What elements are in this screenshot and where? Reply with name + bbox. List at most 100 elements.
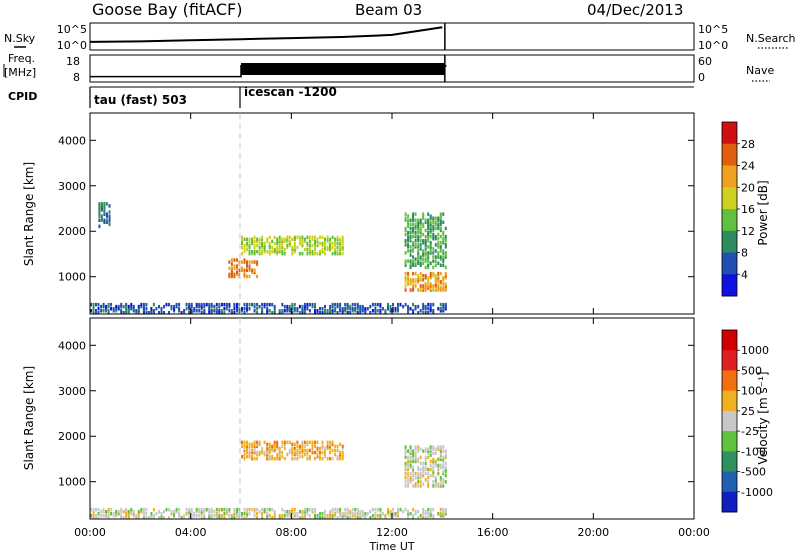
echo-cell	[92, 311, 95, 315]
echo-cell	[339, 512, 342, 516]
echo-cell	[98, 224, 101, 229]
echo-cell	[215, 514, 218, 518]
echo-cell	[132, 304, 135, 309]
echo-cell	[444, 226, 447, 231]
echo-cell	[389, 512, 392, 516]
echo-cell	[100, 204, 103, 208]
echo-cell	[145, 311, 148, 315]
echo-cell	[437, 482, 440, 486]
echo-cell	[291, 302, 294, 307]
echo-cell	[434, 463, 437, 468]
echo-cell	[424, 274, 427, 278]
echo-cell	[291, 448, 294, 453]
echo-cell	[308, 247, 311, 252]
echo-cell	[351, 507, 354, 512]
echo-cell	[152, 311, 155, 315]
echo-cell	[439, 482, 442, 486]
echo-cell	[314, 241, 316, 246]
echo-cell	[203, 304, 206, 309]
echo-cell	[298, 241, 301, 246]
echo-cell	[276, 442, 279, 447]
echo-cell	[404, 445, 407, 449]
echo-cell	[127, 304, 130, 309]
echo-cell	[102, 507, 105, 512]
echo-cell	[414, 243, 417, 247]
echo-cell	[98, 206, 101, 210]
echo-cell	[439, 245, 442, 249]
echo-cell	[442, 449, 445, 453]
echo-cell	[301, 243, 304, 248]
echo-cell	[103, 208, 106, 212]
echo-cell	[404, 484, 407, 488]
echo-cell	[412, 271, 415, 276]
echo-cell	[439, 222, 442, 227]
echo-cell	[442, 307, 445, 311]
echo-cell	[387, 512, 389, 516]
echo-cell	[90, 302, 92, 307]
echo-cell	[246, 247, 248, 252]
colorbar-swatch	[722, 209, 737, 232]
echo-cell	[283, 514, 286, 518]
echo-cell	[291, 247, 294, 252]
echo-cell	[389, 509, 392, 514]
echo-cell	[419, 286, 422, 290]
echo-cell	[407, 214, 410, 218]
echo-cell	[404, 451, 407, 455]
noise-left-tick-top: 10^5	[57, 23, 87, 36]
echo-cell	[326, 516, 329, 520]
echo-cell	[329, 245, 332, 250]
echo-cell	[417, 276, 420, 280]
echo-cell	[329, 237, 332, 242]
echo-cell	[432, 311, 435, 315]
echo-cell	[142, 512, 145, 516]
echo-cell	[407, 307, 410, 311]
echo-cell	[314, 450, 316, 455]
echo-cell	[306, 302, 309, 307]
echo-cell	[339, 307, 342, 311]
echo-cell	[230, 514, 233, 518]
echo-cell	[117, 512, 120, 516]
echo-cell	[188, 302, 191, 307]
echo-cell	[407, 243, 410, 247]
echo-cell	[160, 514, 163, 518]
echo-cell	[422, 516, 425, 520]
echo-cell	[331, 507, 334, 512]
echo-cell	[397, 302, 399, 307]
echo-cell	[422, 251, 425, 255]
echo-cell	[417, 226, 420, 231]
echo-cell	[429, 459, 432, 464]
echo-cell	[419, 309, 422, 313]
echo-cell	[407, 230, 410, 235]
echo-cell	[135, 311, 138, 315]
echo-cell	[271, 507, 274, 512]
echo-cell	[293, 307, 296, 311]
echo-cell	[230, 516, 233, 520]
echo-cell	[306, 241, 309, 246]
echo-cell	[100, 216, 103, 220]
echo-cell	[298, 237, 301, 242]
nave-right-tick-top: 60	[698, 55, 712, 68]
nave-label: Nave	[746, 64, 774, 77]
echo-cell	[364, 514, 367, 518]
echo-cell	[281, 243, 284, 248]
echo-cell	[439, 247, 442, 251]
echo-cell	[155, 512, 158, 516]
echo-cell	[253, 302, 256, 307]
echo-cell	[407, 516, 410, 520]
echo-cell	[444, 455, 447, 460]
echo-cell	[230, 266, 233, 270]
echo-cell	[324, 237, 326, 242]
echo-cell	[336, 304, 339, 309]
echo-cell	[263, 304, 266, 309]
echo-cell	[341, 514, 344, 518]
echo-cell	[427, 447, 430, 451]
echo-cell	[225, 509, 228, 514]
echo-cell	[230, 268, 233, 272]
echo-cell	[308, 243, 311, 248]
echo-cell	[241, 266, 243, 270]
echo-cell	[142, 514, 145, 518]
echo-cell	[243, 249, 246, 254]
echo-cell	[303, 309, 306, 313]
echo-cell	[439, 280, 442, 284]
